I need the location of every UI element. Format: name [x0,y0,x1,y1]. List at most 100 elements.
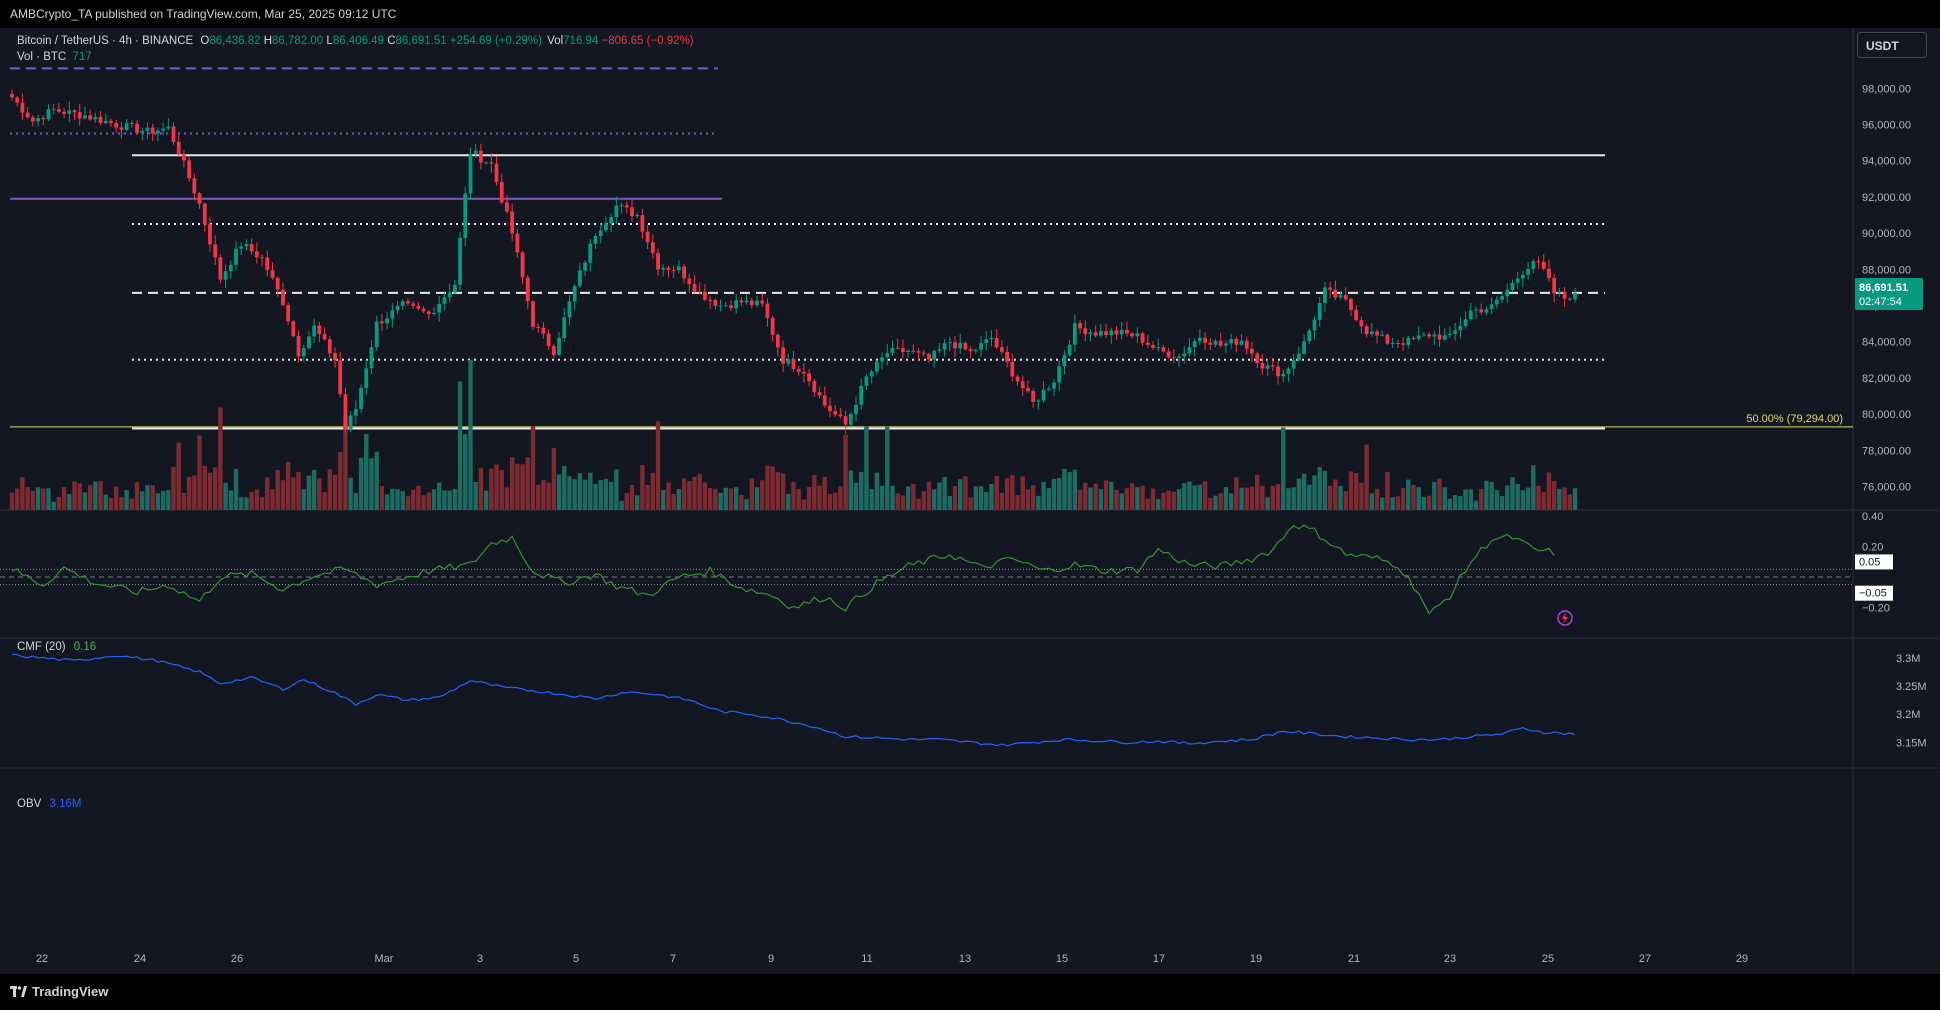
candle-body [598,230,603,237]
candle-body [317,325,322,335]
volume-bar [489,468,494,510]
candle-body [1171,357,1176,359]
price-tick-label: 88,000.00 [1862,264,1911,276]
volume-bar [885,426,890,510]
symbol-legend[interactable]: Bitcoin / TetherUS · 4h · BINANCE O86,43… [17,35,694,47]
date-tick-label: 19 [1250,953,1262,965]
volume-bar [853,482,859,510]
volume-bar [645,484,650,510]
candle-body [682,266,686,279]
volume-bar [1442,487,1447,510]
candle-body [1010,361,1015,377]
volume-bar [463,434,468,510]
chart-area[interactable]: 50.00% (79,294.00) 100,000.0098,000.0096… [0,28,1940,974]
volume-bar [859,471,864,510]
volume-bar [1010,475,1015,510]
volume-bar [1479,488,1484,510]
candle-body [1411,337,1416,339]
candle-body [656,253,660,270]
candle-body [1161,347,1166,352]
volume-bar [140,491,145,510]
candle-body [416,305,421,309]
candle-body [1109,330,1114,336]
currency-button[interactable]: USDT [1857,32,1927,58]
candle-body [442,297,447,304]
candle-body [1531,261,1536,269]
volume-bar [1239,487,1244,510]
volume-bar [124,489,129,510]
candle-body [213,244,218,258]
candle-body [937,349,942,351]
price-tick-label: 82,000.00 [1862,373,1911,385]
candle-body [947,342,952,344]
chart-svg[interactable]: 50.00% (79,294.00) 100,000.0098,000.0096… [0,28,1940,974]
volume-bar [1312,475,1317,510]
cmf-legend[interactable]: CMF (20) 0.16 [17,641,96,653]
candle-body [260,257,264,259]
volume-bar [291,477,296,510]
candle-body [989,338,994,340]
candle-body [192,178,197,194]
candle-body [468,153,473,194]
candle-body [1395,343,1400,345]
volume-bar [41,488,46,510]
candle-body [249,244,254,252]
candle-body [390,310,395,319]
fib-level-label: 50.00% (79,294.00) [1746,413,1843,425]
candle-body [1224,343,1228,346]
volume-bar [1098,489,1104,510]
candle-body [676,266,681,271]
volume-bar [25,487,30,510]
candle-body [1197,337,1202,342]
volume-bar [760,480,765,510]
candle-body [1323,287,1327,303]
candle-body [208,224,212,245]
candle-body [1281,373,1286,377]
volume-bar [598,479,603,510]
volume-bar [1057,477,1062,510]
candle-body [1468,310,1473,320]
candle-body [1114,330,1119,335]
volume-legend[interactable]: Vol · BTC 717 [17,51,92,63]
candle-body [723,305,728,307]
candle-body [1203,337,1207,343]
volume-bar [483,490,489,510]
volume-bar [1166,490,1171,510]
tradingview-logo[interactable]: TradingView [10,984,108,999]
candle-body [1250,348,1254,354]
candle-body [1140,333,1145,343]
candle-body [1375,331,1379,336]
volume-bar [374,451,379,510]
volume-bar [1051,478,1057,510]
candle-body [103,120,108,124]
candle-body [281,289,285,306]
candle-body [77,112,82,119]
candle-body [1458,325,1463,331]
obv-legend[interactable]: OBV 3.16M [17,798,81,810]
volume-bar [921,491,926,510]
volume-bar [572,479,577,510]
candle-body [411,303,416,306]
candle-body [1062,355,1067,367]
volume-bar [1161,492,1166,510]
date-tick-label: Mar [375,953,394,965]
candle-body [1046,388,1051,390]
candle-body [687,278,692,285]
cmf-legend-value: 0.16 [73,641,97,653]
volume-bar [1202,481,1208,510]
volume-bar [775,472,781,510]
volume-bar [468,360,473,510]
candle-body [1401,343,1405,345]
date-tick-label: 23 [1444,953,1456,965]
candle-body [1567,298,1572,300]
candle-body [1244,340,1249,349]
volume-bar [707,487,713,510]
candle-body [10,93,14,98]
candle-body [1078,323,1082,329]
volume-bar [145,485,150,510]
tradingview-logo-icon [10,986,27,997]
candle-body [1302,341,1306,354]
volume-bar [51,501,56,510]
volume-bar [1182,483,1187,510]
volume-bar [1301,473,1307,510]
